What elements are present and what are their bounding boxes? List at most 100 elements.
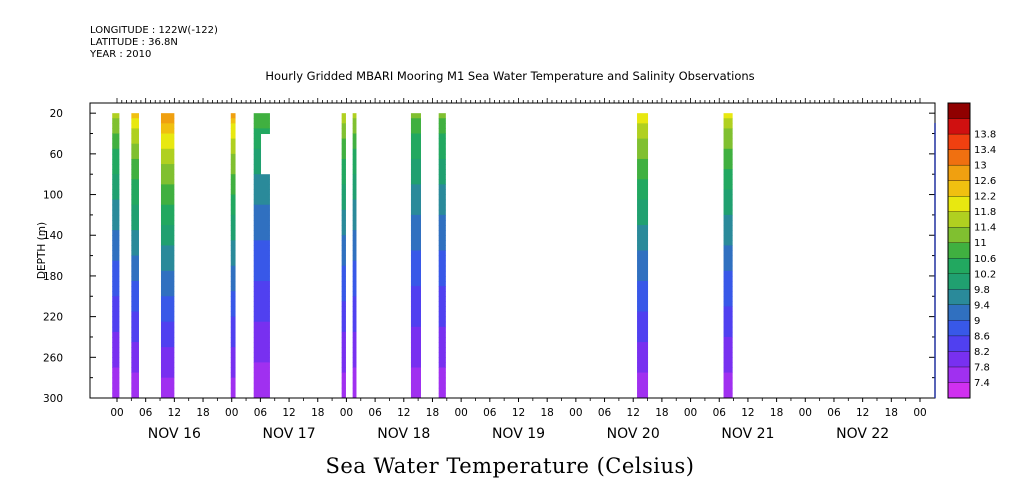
x-tick-label: 06 [368,407,382,419]
data-cell [230,169,236,175]
data-cell [160,357,175,363]
data-cell [410,225,421,231]
data-cell [230,372,236,379]
data-column [160,113,175,399]
data-cell [253,179,270,185]
y-tick-label: 140 [43,230,63,242]
data-cell [723,113,733,119]
colorbar-label: 10.6 [974,254,996,265]
data-cell [253,331,270,338]
y-tick-label: 300 [43,393,63,405]
data-cell [112,118,120,124]
data-cell [352,219,357,226]
data-cell [341,336,346,343]
data-cell [131,382,139,389]
data-cell [253,286,270,292]
data-cell [352,265,357,272]
data-cell [160,164,175,170]
data-cell [723,321,733,328]
data-cell [438,118,446,124]
data-cell [723,281,733,287]
data-cell [637,250,649,257]
data-cell [352,225,357,231]
data-cell [438,392,446,399]
data-cell [253,311,270,318]
data-cell [352,392,357,399]
data-cell [131,260,139,267]
data-cell [230,311,236,318]
data-cell [253,184,270,190]
data-cell [637,123,649,129]
data-cell [253,260,270,267]
data-cell [160,260,175,267]
data-cell [160,245,175,251]
data-cell [253,230,270,236]
data-cell [253,347,270,353]
data-cell [230,133,236,140]
data-cell [112,270,120,277]
data-cell [352,367,357,374]
data-cell [438,357,446,363]
x-tick-label: 06 [598,407,612,419]
data-cell [230,230,236,236]
data-cell [112,184,120,190]
data-cell [341,174,346,180]
data-cell [410,194,421,201]
data-cell [112,245,120,251]
data-cell [438,138,446,145]
data-cell [112,362,120,368]
data-cell [253,357,270,363]
data-cell [230,382,236,389]
data-cell [131,138,139,145]
data-cell [410,372,421,379]
data-cell [723,331,733,338]
x-tick-label: 06 [483,407,497,419]
data-cell [637,265,649,272]
colorbar-label: 13 [974,161,987,172]
data-cell [253,209,270,216]
data-cell [131,179,139,185]
data-cell [341,189,346,196]
data-cell [160,169,175,175]
data-cell [410,331,421,338]
data-cell [410,392,421,399]
data-cell [637,174,649,180]
data-cell [131,133,139,140]
data-cell [723,230,733,236]
data-cell [230,250,236,257]
data-cell [341,265,346,272]
data-cell [637,270,649,277]
data-cell [160,367,175,374]
x-tick-label: 06 [254,407,268,419]
data-cell [637,326,649,333]
data-cell [230,153,236,160]
y-tick-label: 20 [50,108,63,120]
data-cell [341,118,346,124]
data-cell [341,357,346,363]
data-cell [230,387,236,394]
data-cell [160,362,175,368]
data-cell [410,158,421,165]
data-cell [160,311,175,318]
data-cell [131,372,139,379]
data-cell [160,230,175,236]
data-cell [341,128,346,135]
data-cell [723,179,733,185]
colorbar-swatch [947,180,971,197]
data-cell [131,347,139,353]
data-cell [410,286,421,292]
data-cell [112,214,120,221]
data-cell [438,230,446,236]
data-cell [352,194,357,201]
data-cell [112,321,120,328]
data-cell [723,169,733,175]
data-cell [723,265,733,272]
data-cell [438,311,446,318]
data-cell [112,387,120,394]
data-cell [230,123,236,129]
data-cell [253,214,270,221]
colorbar-label: 11.8 [974,207,996,218]
data-cell [410,352,421,358]
data-cell [160,331,175,338]
data-cell [723,219,733,226]
